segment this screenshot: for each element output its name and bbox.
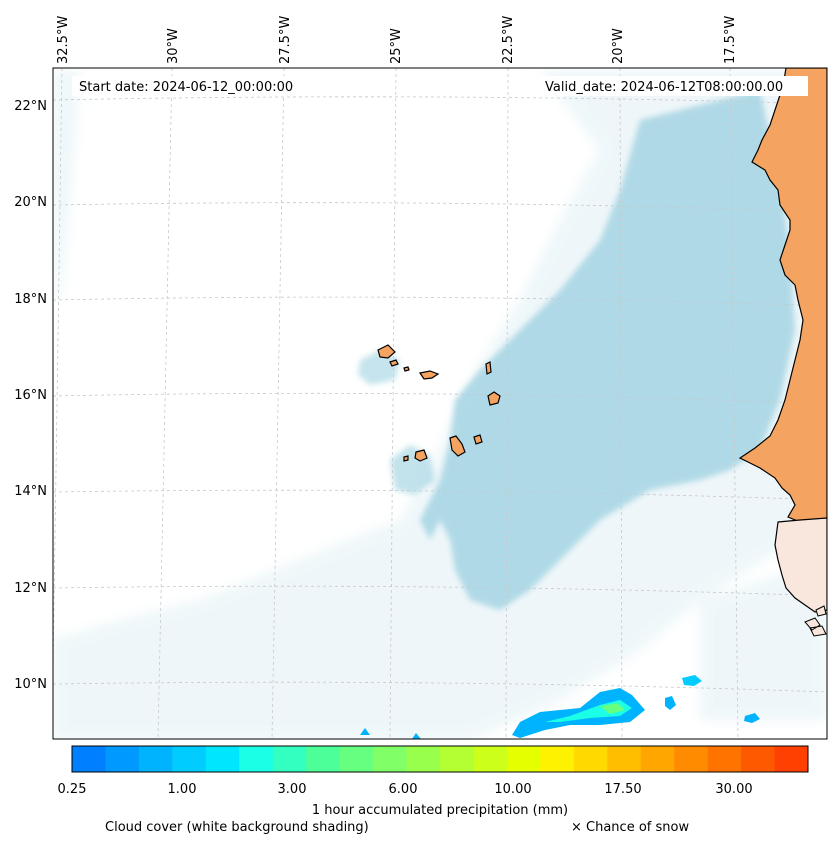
colorbar-cell — [339, 746, 374, 772]
colorbar-tick-label: 10.00 — [494, 782, 531, 797]
colorbar-tick-label: 17.50 — [604, 782, 641, 797]
cape-verde-islands — [377, 344, 501, 462]
colorbar-cell — [674, 746, 709, 772]
precip-areas — [360, 675, 760, 739]
colorbar-cell — [172, 746, 207, 772]
colorbar — [72, 746, 809, 772]
lon-label: 30°W — [166, 28, 181, 64]
map-border — [52, 67, 828, 740]
colorbar-cell — [707, 746, 742, 772]
snow-legend: × Chance of snow — [571, 820, 689, 835]
colorbar-cell — [306, 746, 341, 772]
gridlines — [53, 68, 827, 739]
lat-label: 22°N — [14, 99, 47, 114]
colorbar-cell — [72, 746, 106, 772]
lon-label: 20°W — [611, 28, 626, 64]
lon-label: 27.5°W — [278, 16, 293, 64]
lat-tick-labels: 22°N 20°N 18°N 16°N 14°N 12°N 10°N — [14, 99, 47, 692]
colorbar-cell — [239, 746, 274, 772]
colorbar-cell — [607, 746, 642, 772]
lat-label: 16°N — [14, 388, 47, 403]
lon-label: 22.5°W — [501, 16, 516, 64]
lat-label: 10°N — [14, 677, 47, 692]
colorbar-tick-label: 3.00 — [278, 782, 307, 797]
colorbar-cell — [573, 746, 608, 772]
cloud-cover-legend: Cloud cover (white background shading) — [105, 820, 369, 835]
valid-date-label: Valid_date: 2024-06-12T08:00:00.00 — [545, 80, 783, 95]
colorbar-border — [71, 745, 809, 773]
start-date-box: Start date: 2024-06-12_00:00:00 — [72, 76, 312, 96]
colorbar-title: 1 hour accumulated precipitation (mm) — [312, 803, 568, 818]
colorbar-cell — [406, 746, 441, 772]
valid-date-box: Valid_date: 2024-06-12T08:00:00.00 — [540, 76, 808, 96]
colorbar-tick-label: 0.25 — [58, 782, 87, 797]
lon-label: 25°W — [389, 28, 404, 64]
lat-label: 18°N — [14, 292, 47, 307]
colorbar-cell — [506, 746, 541, 772]
colorbar-cell — [205, 746, 240, 772]
lat-label: 14°N — [14, 484, 47, 499]
colorbar-cell — [774, 746, 809, 772]
colorbar-tick-label: 30.00 — [715, 782, 752, 797]
colorbar-ticks: 0.25 1.00 3.00 6.00 10.00 17.50 30.00 — [58, 782, 753, 797]
colorbar-cell — [741, 746, 776, 772]
colorbar-cell — [272, 746, 307, 772]
guinea-coast — [774, 517, 827, 613]
africa-land — [738, 68, 827, 523]
bijagos-islands — [804, 605, 827, 637]
start-date-label: Start date: 2024-06-12_00:00:00 — [79, 80, 293, 95]
colorbar-tick-label: 6.00 — [389, 782, 418, 797]
colorbar-cell — [440, 746, 474, 772]
lon-tick-labels: 32.5°W 30°W 27.5°W 25°W 22.5°W 20°W 17.5… — [56, 16, 738, 64]
lat-label: 20°N — [14, 195, 47, 210]
colorbar-cell — [138, 746, 173, 772]
lon-label: 17.5°W — [723, 16, 738, 64]
colorbar-cell — [473, 746, 508, 772]
colorbar-tick-label: 1.00 — [168, 782, 197, 797]
lon-label: 32.5°W — [56, 16, 71, 64]
lat-label: 12°N — [14, 581, 47, 596]
colorbar-cell — [640, 746, 675, 772]
colorbar-cell — [373, 746, 408, 772]
colorbar-cell — [540, 746, 575, 772]
colorbar-cell — [105, 746, 140, 772]
